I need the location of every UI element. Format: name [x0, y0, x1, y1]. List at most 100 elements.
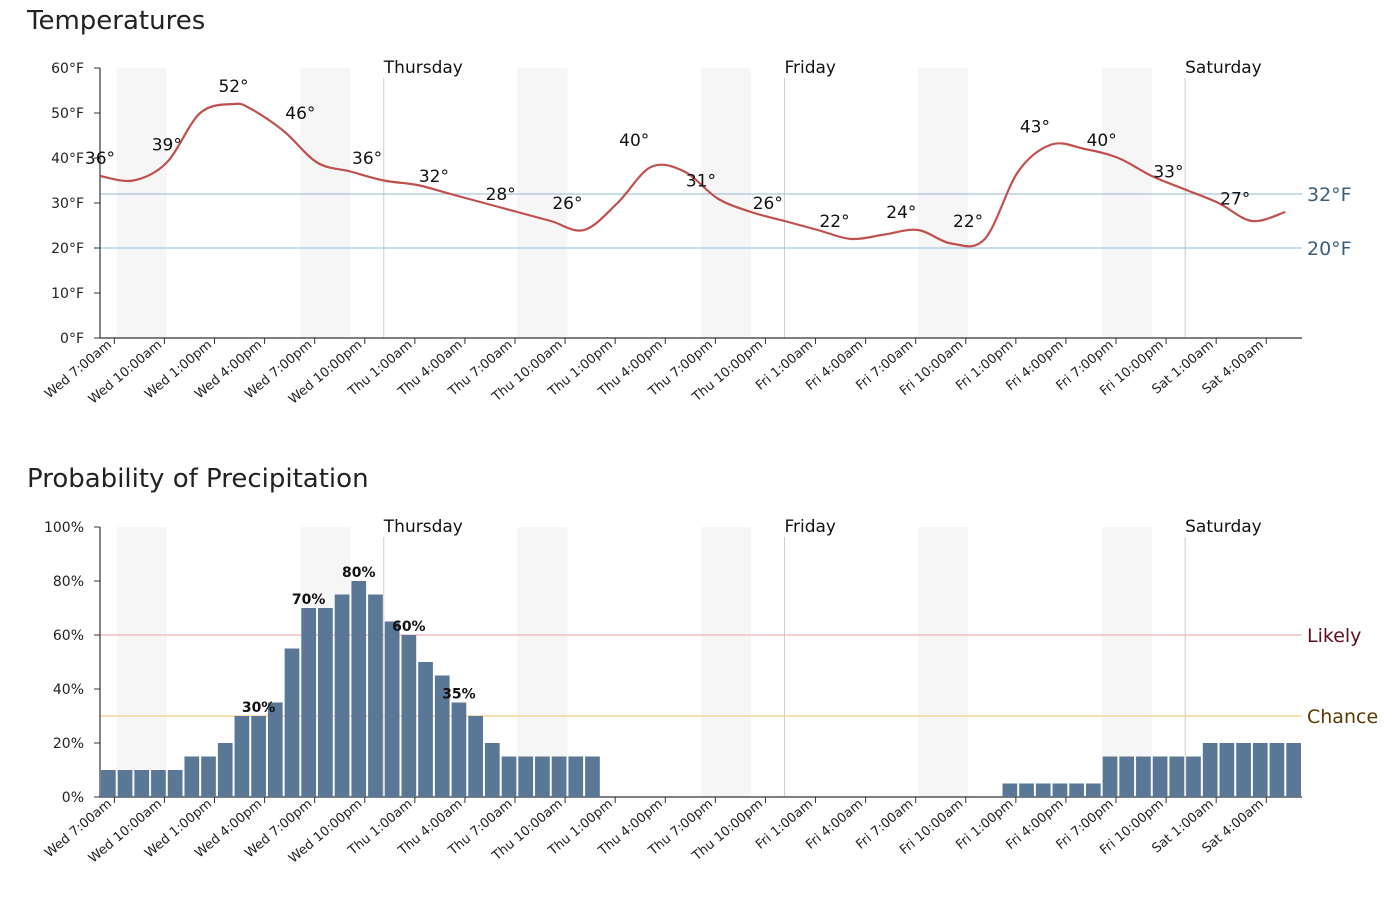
precipitation-x-tick-label: Sat 1:00am: [1149, 797, 1216, 857]
temperature-shaded-band: [116, 68, 167, 338]
precipitation-bar: [1052, 783, 1068, 797]
temperature-y-tick-label: 40°F: [51, 151, 84, 167]
temperature-chart: Thursday Friday Saturday 32°F 20°F 0°F 10°F 20°…: [42, 58, 1352, 407]
precipitation-shaded-band: [116, 527, 167, 797]
precipitation-bar: [1119, 756, 1135, 797]
precipitation-bar: [518, 756, 534, 797]
temperature-shaded-band: [300, 68, 351, 338]
precipitation-x-tick-label: Wed 1:00pm: [142, 797, 215, 862]
precipitation-shaded-band: [918, 527, 969, 797]
precipitation-bar: [151, 770, 166, 797]
precipitation-y-tick-label: 60%: [53, 628, 84, 644]
precipitation-x-tick-label: Thu 1:00pm: [545, 797, 616, 860]
precipitation-bar: [351, 581, 367, 797]
precipitation-y-tick-label: 100%: [44, 520, 84, 536]
precipitation-bar: [368, 594, 383, 797]
temperature-y-tick-label: 0°F: [60, 331, 84, 347]
precipitation-bar: [284, 648, 300, 797]
precipitation-bar: [1169, 756, 1185, 797]
precipitation-bar: [234, 716, 250, 797]
temperature-point-label: 31°: [686, 172, 716, 192]
precipitation-shaded-band: [300, 527, 351, 797]
precipitation-bar-label: 60%: [392, 619, 426, 635]
precipitation-bar-label: 70%: [292, 592, 326, 608]
precipitation-bar: [535, 756, 550, 797]
precipitation-bar: [1019, 783, 1034, 797]
temperature-point-label: 28°: [486, 185, 516, 205]
precipitation-bar: [251, 716, 266, 797]
precipitation-reference-label: Likely: [1307, 625, 1361, 647]
precipitation-bar: [434, 675, 450, 797]
precipitation-bar-label: 30%: [242, 700, 276, 716]
temperature-day-label: Thursday: [383, 58, 463, 78]
precipitation-bar: [1286, 743, 1301, 797]
precipitation-x-tick-label: Thu 4:00pm: [595, 797, 666, 860]
precipitation-x-tick-label: Wed 7:00am: [42, 797, 115, 861]
precipitation-x-tick-label: Fri 7:00pm: [1054, 797, 1117, 853]
precipitation-bar: [267, 702, 283, 797]
precipitation-bar: [568, 756, 584, 797]
temperature-point-label: 52°: [218, 77, 248, 97]
precipitation-bar: [1152, 756, 1168, 797]
precipitation-x-tick-label: Fri 4:00pm: [1003, 797, 1066, 853]
precipitation-bar: [384, 621, 400, 797]
precipitation-bar: [1035, 783, 1051, 797]
precipitation-bar: [1186, 756, 1201, 797]
precipitation-bar: [1085, 783, 1101, 797]
temperature-y-tick-label: 50°F: [51, 106, 84, 122]
temperature-y-tick-label: 10°F: [51, 286, 84, 302]
precipitation-shaded-band: [701, 527, 752, 797]
precipitation-x-tick-label: Thu 1:00am: [345, 797, 415, 860]
temperature-point-label: 43°: [1020, 118, 1050, 138]
precipitation-reference-label: Chance: [1307, 706, 1378, 728]
temperature-reference-label: 20°F: [1307, 238, 1352, 260]
temperature-y-tick-label: 60°F: [51, 61, 84, 77]
precipitation-shaded-band: [1101, 527, 1152, 797]
temperature-point-label: 39°: [152, 136, 182, 156]
precipitation-bar: [334, 594, 350, 797]
precipitation-bar: [1002, 783, 1018, 797]
precipitation-bar: [451, 702, 467, 797]
precipitation-bar: [1102, 756, 1118, 797]
temperature-point-label: 40°: [1087, 131, 1117, 151]
precipitation-shaded-band: [517, 527, 568, 797]
precipitation-bar: [101, 770, 116, 797]
precipitation-bar: [1136, 756, 1151, 797]
precipitation-bar: [401, 635, 417, 797]
precipitation-x-tick-label: Wed 7:00pm: [242, 797, 315, 862]
precipitation-x-tick-label: Fri 4:00am: [803, 797, 866, 853]
precipitation-bar: [468, 716, 483, 797]
precipitation-x-tick-label: Wed 10:00am: [86, 797, 165, 867]
precipitation-y-tick-label: 0%: [62, 790, 84, 806]
precipitation-bar: [1236, 743, 1251, 797]
precipitation-x-tick-label: Thu 4:00am: [395, 797, 465, 860]
precipitation-x-tick-label: Fri 1:00am: [753, 797, 816, 853]
precipitation-x-tick-label: Thu 10:00am: [489, 797, 566, 865]
temperature-point-label: 26°: [552, 194, 582, 214]
precipitation-x-tick-label: Thu 7:00am: [445, 797, 515, 860]
temperature-point-label: 27°: [1220, 190, 1250, 210]
precipitation-bar: [501, 756, 517, 797]
precipitation-y-tick-label: 80%: [53, 574, 84, 590]
precipitation-chart-title: Probability of Precipitation: [27, 464, 369, 494]
precipitation-x-tick-label: Sat 4:00am: [1200, 797, 1267, 857]
temperature-point-label: 22°: [819, 212, 849, 232]
temperature-point-label: 24°: [886, 203, 916, 223]
precipitation-bar: [167, 770, 183, 797]
temperature-chart-title: Temperatures: [27, 6, 206, 36]
precipitation-bar: [1269, 743, 1285, 797]
temperature-point-label: 32°: [419, 167, 449, 187]
temperature-day-label: Friday: [784, 58, 836, 78]
precipitation-day-label: Thursday: [383, 517, 463, 537]
temperature-point-label: 36°: [85, 149, 115, 169]
temperature-shaded-band: [918, 68, 969, 338]
temperature-line: [99, 102, 1286, 248]
precipitation-x-tick-label: Fri 7:00am: [853, 797, 916, 853]
precipitation-y-tick-label: 20%: [53, 736, 84, 752]
temperature-y-tick-label: 20°F: [51, 241, 84, 257]
precipitation-bar: [201, 756, 216, 797]
precipitation-bar: [117, 770, 133, 797]
precipitation-bar: [1219, 743, 1235, 797]
precipitation-bar: [1202, 743, 1218, 797]
precipitation-x-tick-label: Thu 7:00pm: [645, 797, 716, 860]
